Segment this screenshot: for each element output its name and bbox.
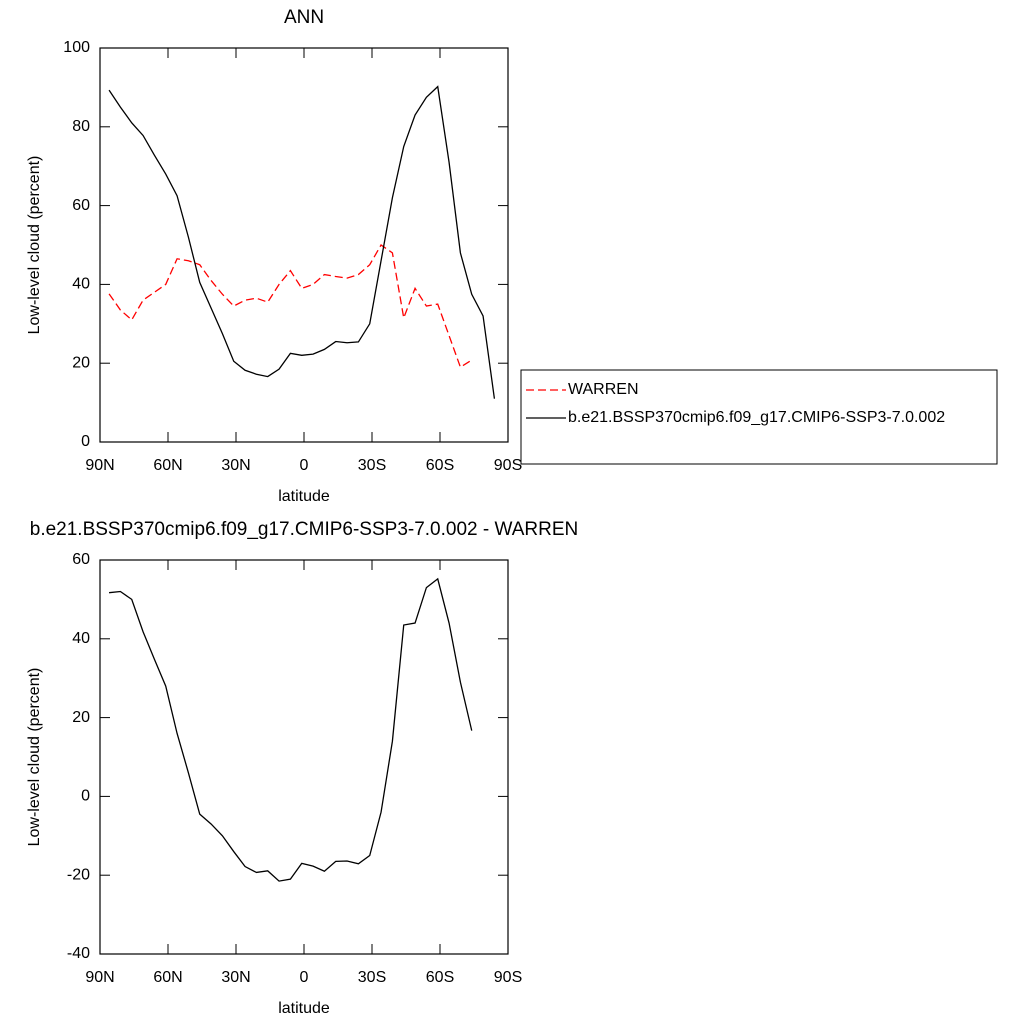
legend-box bbox=[520, 369, 998, 465]
y-tick-label: 40 bbox=[72, 630, 90, 647]
y-tick-label: -40 bbox=[67, 945, 90, 962]
x-tick-label: 60S bbox=[426, 457, 454, 474]
y-tick-label: 100 bbox=[63, 39, 90, 56]
plot-frame bbox=[99, 559, 509, 955]
x-tick-label: 0 bbox=[300, 457, 309, 474]
y-tick-label: 0 bbox=[81, 433, 90, 450]
x-tick-label: 30S bbox=[358, 457, 386, 474]
x-tick-label: 60S bbox=[426, 969, 454, 986]
chart-title: ANN bbox=[284, 7, 324, 28]
x-tick-label: 30N bbox=[221, 969, 250, 986]
x-tick-label: 90N bbox=[85, 969, 114, 986]
data-line bbox=[108, 85, 496, 399]
data-line bbox=[108, 244, 473, 369]
y-tick-label: 80 bbox=[72, 118, 90, 135]
legend-label: b.e21.BSSP370cmip6.f09_g17.CMIP6-SSP3-7.… bbox=[568, 409, 945, 426]
y-tick-label: 20 bbox=[72, 354, 90, 371]
x-tick-label: 30S bbox=[358, 969, 386, 986]
chart-title: b.e21.BSSP370cmip6.f09_g17.CMIP6-SSP3-7.… bbox=[30, 519, 578, 540]
x-axis-label: latitude bbox=[278, 488, 330, 505]
x-tick-label: 90S bbox=[494, 969, 522, 986]
y-tick-label: 60 bbox=[72, 197, 90, 214]
y-axis-label: Low-level cloud (percent) bbox=[26, 668, 43, 847]
x-axis-label: latitude bbox=[278, 1000, 330, 1017]
x-tick-label: 60N bbox=[153, 969, 182, 986]
y-tick-label: 40 bbox=[72, 276, 90, 293]
y-tick-label: -20 bbox=[67, 866, 90, 883]
x-tick-label: 0 bbox=[300, 969, 309, 986]
legend-label: WARREN bbox=[568, 381, 639, 398]
y-tick-label: 60 bbox=[72, 551, 90, 568]
x-tick-label: 60N bbox=[153, 457, 182, 474]
plot-frame bbox=[99, 47, 509, 443]
x-tick-label: 90S bbox=[494, 457, 522, 474]
y-axis-label: Low-level cloud (percent) bbox=[26, 156, 43, 335]
y-tick-label: 20 bbox=[72, 709, 90, 726]
data-line bbox=[108, 577, 473, 882]
y-tick-label: 0 bbox=[81, 788, 90, 805]
x-tick-label: 30N bbox=[221, 457, 250, 474]
x-tick-label: 90N bbox=[85, 457, 114, 474]
